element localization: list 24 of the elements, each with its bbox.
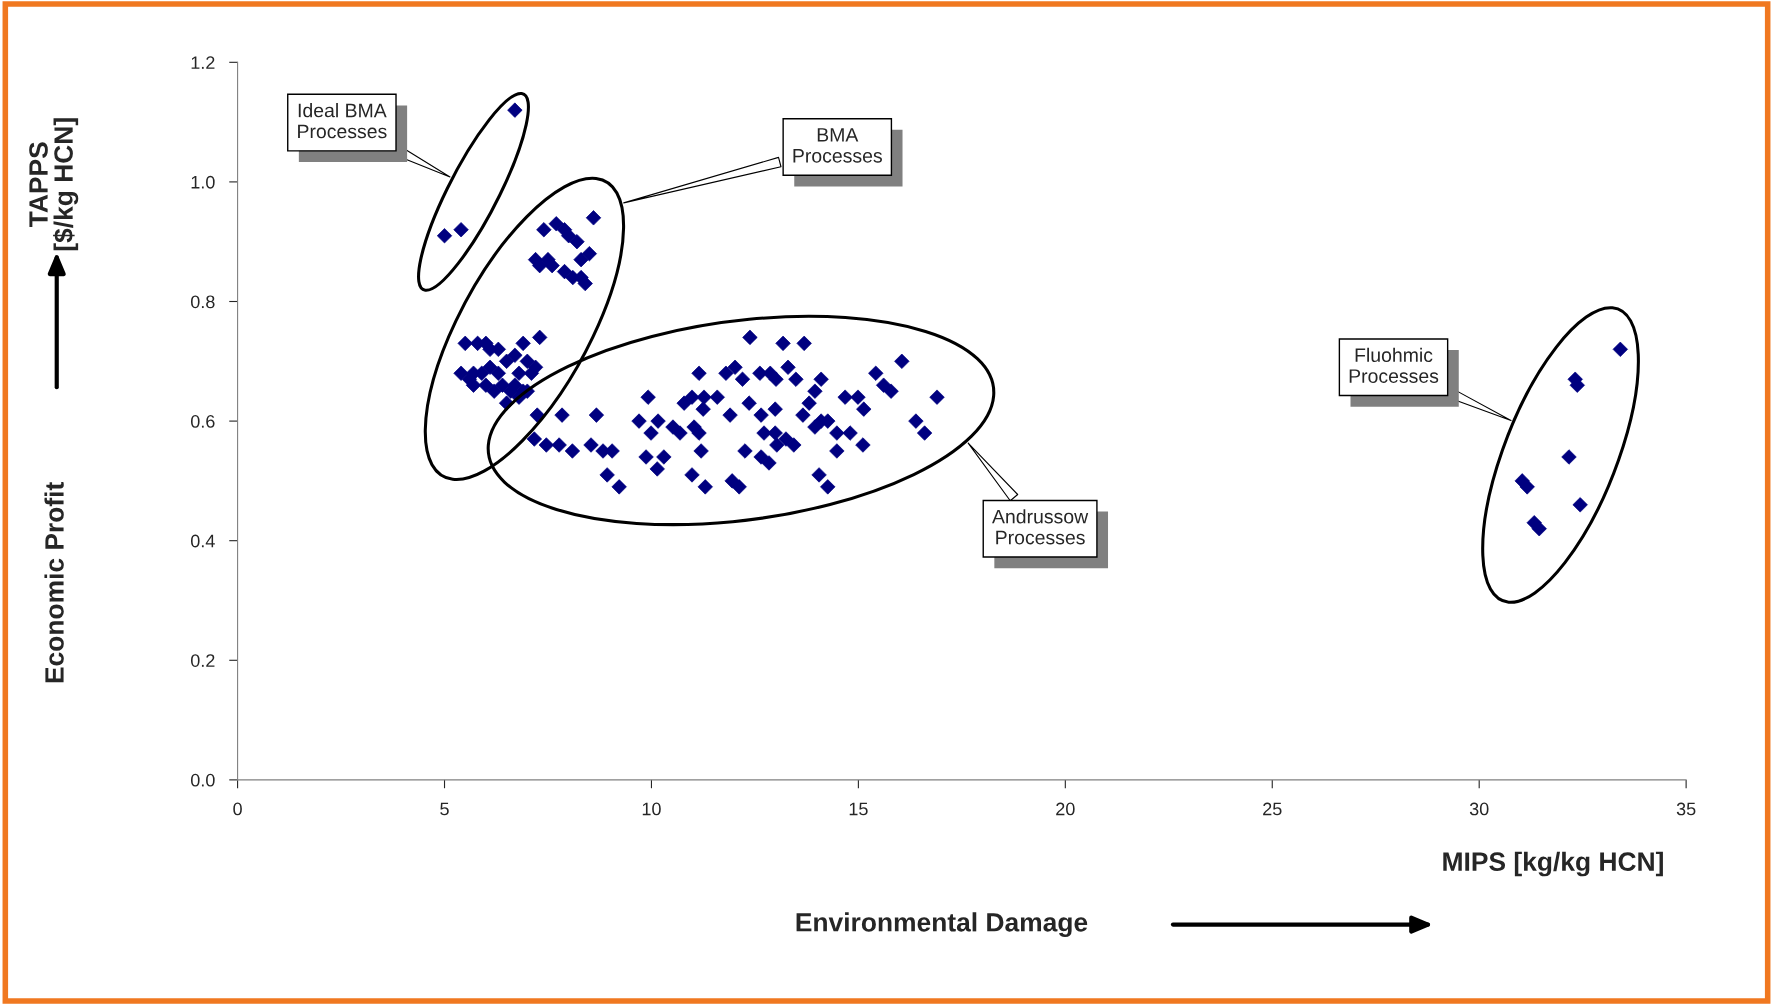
- annotation: Ideal BMA Processes: [298, 103, 387, 139]
- text: Economic Profit: [44, 482, 64, 683]
- y-tick-label: 0.6: [190, 415, 215, 428]
- y-tick-label: 0.0: [190, 773, 215, 787]
- y-tick-label: 0.8: [190, 295, 215, 309]
- x-tick-label: 0: [233, 802, 242, 816]
- x-tick-label: 35: [1676, 802, 1696, 816]
- y-tick-label: 1.2: [191, 56, 215, 69]
- text: Environmental Damage: [796, 912, 1088, 937]
- x-tick-label: 5: [440, 802, 449, 816]
- y-tick-label: 1.0: [191, 175, 215, 189]
- y-axis-title: TAPPS [$/kg HCN]: [29, 118, 79, 251]
- annotation: BMA Processes: [793, 128, 882, 163]
- annotation: Fluohmic Processes: [1349, 347, 1439, 383]
- x-tick-label: 20: [1056, 802, 1075, 816]
- annotation: Andrussow Processes: [992, 509, 1089, 545]
- x-tick-label: 30: [1469, 802, 1489, 816]
- x-tick-label: 15: [849, 802, 868, 816]
- y-tick-label: 0.2: [190, 654, 215, 668]
- x-tick-label: 25: [1263, 802, 1282, 816]
- point: [436, 228, 453, 244]
- x-axis-title: MIPS [kg/kg HCN]: [1443, 851, 1663, 877]
- y-tick-label: 0.4: [190, 534, 215, 548]
- x-tick-label: 10: [642, 802, 661, 816]
